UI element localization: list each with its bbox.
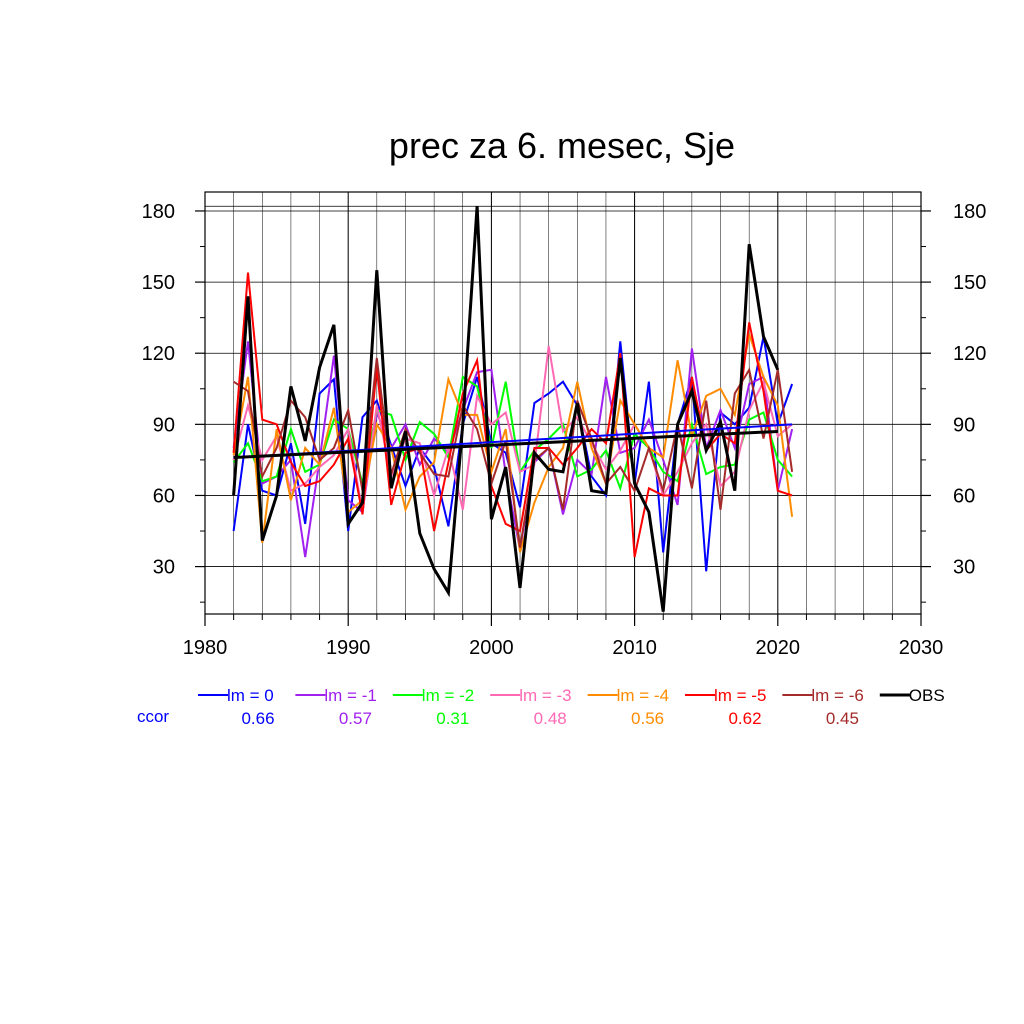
legend-label-4: lm = -4	[617, 686, 669, 705]
y-tick-label-left: 30	[153, 557, 175, 579]
y-tick-label-right: 120	[953, 343, 986, 365]
y-tick-label-left: 150	[142, 272, 175, 294]
trend-line-1	[233, 429, 778, 460]
legend-label-0: lm = 0	[227, 686, 274, 705]
plot-frame	[204, 191, 922, 615]
legend-label-7: OBS	[909, 686, 945, 705]
legend-label-5: lm = -5	[714, 686, 766, 705]
y-tick-label-left: 180	[142, 201, 175, 223]
series-line-1	[232, 341, 794, 558]
series-line-0	[232, 336, 794, 572]
x-tick-label: 2030	[899, 637, 944, 659]
legend-ccor-value-0: 0.66	[241, 709, 274, 728]
x-tick-label: 1990	[326, 637, 371, 659]
series-lines	[232, 206, 794, 612]
legend-label-3: lm = -3	[519, 686, 571, 705]
x-tick-label: 2000	[469, 637, 514, 659]
x-tick-label: 1980	[183, 637, 228, 659]
y-tick-label-right: 150	[953, 272, 986, 294]
legend-ccor-value-2: 0.31	[436, 709, 469, 728]
y-tick-label-left: 120	[142, 343, 175, 365]
y-tick-label-right: 90	[953, 414, 975, 436]
y-tick-label-left: 60	[153, 485, 175, 507]
legend-label-6: lm = -6	[811, 686, 863, 705]
legend-ccor-value-3: 0.48	[534, 709, 567, 728]
axis-ticks: 1980 1990 2000 2010 2020 2030 30 30 60 60 90 90 120 1…	[142, 201, 987, 659]
legend-ccor-value-4: 0.56	[631, 709, 664, 728]
legend-label-2: lm = -2	[422, 686, 474, 705]
y-tick-label-left: 90	[153, 414, 175, 436]
legend-ccor-value-5: 0.62	[728, 709, 761, 728]
x-tick-label: 2020	[756, 637, 801, 659]
legend-label-1: lm = -1	[324, 686, 376, 705]
y-tick-label-right: 180	[953, 201, 986, 223]
x-tick-label: 2010	[612, 637, 657, 659]
y-tick-label-right: 60	[953, 485, 975, 507]
ccor-label: ccor	[137, 707, 169, 726]
legend-ccor-value-1: 0.57	[339, 709, 372, 728]
y-tick-label-right: 30	[953, 557, 975, 579]
chart-title: prec za 6. mesec, Sje	[389, 125, 735, 166]
legend-ccor-value-6: 0.45	[826, 709, 859, 728]
series-line-7	[232, 206, 780, 612]
legend: ccor lm = 0 0.66 lm = -1 0.57 lm = -2 0.31 lm =…	[137, 686, 945, 728]
